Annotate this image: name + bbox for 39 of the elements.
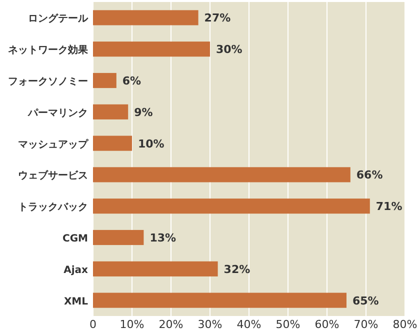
- data-label: 6%: [122, 74, 142, 88]
- x-tick-label: 0: [90, 318, 96, 330]
- bar: [93, 292, 346, 308]
- data-label: 30%: [216, 43, 242, 56]
- bar: [93, 104, 128, 120]
- bar: [93, 42, 210, 57]
- bar: [93, 167, 350, 182]
- y-tick-label: マッシュアップ: [18, 138, 89, 150]
- y-tick-label: XML: [64, 296, 89, 308]
- y-tick-label: パーマリンク: [27, 108, 88, 119]
- data-label: 13%: [150, 232, 176, 244]
- data-label: 27%: [204, 12, 231, 25]
- x-tick-label: 20%: [158, 318, 184, 330]
- x-tick-label: 40%: [236, 318, 262, 330]
- x-tick-label: 10%: [120, 318, 144, 330]
- x-tick-label: 30%: [198, 318, 222, 330]
- data-label: 71%: [376, 200, 402, 214]
- data-label: 65%: [352, 294, 379, 308]
- bar: [93, 261, 218, 276]
- y-tick-label: トラックバック: [18, 202, 88, 214]
- data-label: 9%: [134, 106, 153, 119]
- x-tick-label: 60%: [314, 318, 340, 330]
- y-tick-label: ネットワーク効果: [8, 44, 89, 56]
- y-tick-label: ロングテール: [28, 12, 89, 25]
- bar: [93, 72, 116, 88]
- bar: [93, 10, 198, 26]
- x-tick-label: 50%: [276, 318, 300, 330]
- y-tick-label: フォークソノミー: [8, 76, 88, 88]
- bar: [93, 198, 370, 214]
- y-tick-label: CGM: [62, 234, 88, 244]
- x-tick-label: 80%: [392, 318, 418, 330]
- data-label: 32%: [224, 262, 250, 276]
- x-tick-label: 70%: [354, 318, 378, 330]
- data-label: 66%: [356, 168, 383, 182]
- bar: [93, 230, 144, 246]
- y-tick-label: ウェブサービス: [18, 170, 88, 182]
- data-label: 10%: [138, 137, 164, 150]
- y-tick-label: Ajax: [64, 264, 89, 276]
- bar: [93, 136, 132, 151]
